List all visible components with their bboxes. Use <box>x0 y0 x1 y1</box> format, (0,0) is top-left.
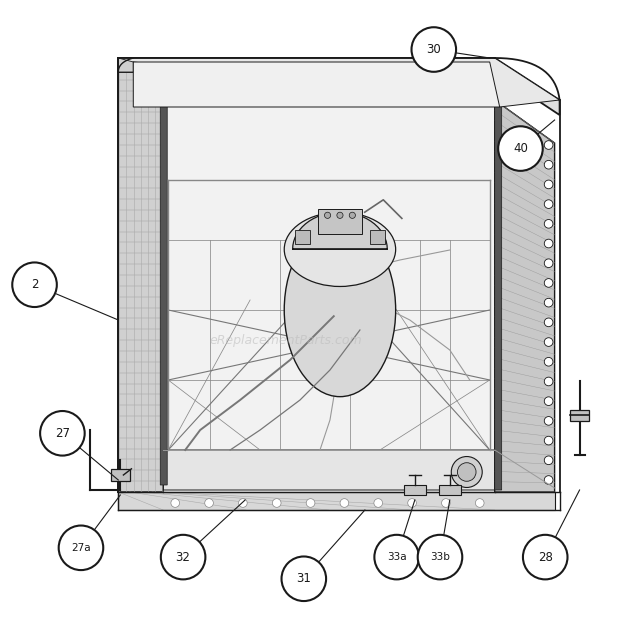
Circle shape <box>374 499 383 508</box>
Circle shape <box>544 220 553 228</box>
Polygon shape <box>118 58 133 72</box>
Polygon shape <box>118 58 560 107</box>
Bar <box>404 485 426 495</box>
Ellipse shape <box>284 223 396 397</box>
Text: 40: 40 <box>513 142 528 155</box>
Polygon shape <box>118 492 555 510</box>
Circle shape <box>544 259 553 267</box>
Circle shape <box>374 535 419 579</box>
Circle shape <box>544 417 553 425</box>
Circle shape <box>544 298 553 307</box>
Text: 28: 28 <box>538 550 552 564</box>
Circle shape <box>12 262 57 307</box>
Bar <box>111 469 130 481</box>
Circle shape <box>40 411 85 456</box>
Text: 32: 32 <box>175 550 190 564</box>
Circle shape <box>408 499 417 508</box>
Circle shape <box>59 526 104 570</box>
Polygon shape <box>163 100 495 492</box>
Circle shape <box>544 279 553 287</box>
Circle shape <box>171 499 180 508</box>
Bar <box>295 230 310 245</box>
Circle shape <box>544 180 553 189</box>
Circle shape <box>458 463 476 482</box>
Circle shape <box>544 160 553 169</box>
Circle shape <box>441 499 450 508</box>
Polygon shape <box>118 58 163 492</box>
Bar <box>570 410 589 421</box>
Text: 30: 30 <box>427 43 441 56</box>
Circle shape <box>544 200 553 209</box>
Circle shape <box>418 535 463 579</box>
Circle shape <box>544 141 553 149</box>
Ellipse shape <box>284 212 396 287</box>
Polygon shape <box>160 58 167 485</box>
Text: 31: 31 <box>296 572 311 586</box>
Text: 2: 2 <box>31 278 38 292</box>
Circle shape <box>205 499 213 508</box>
Circle shape <box>544 456 553 465</box>
Bar <box>318 209 361 234</box>
Circle shape <box>281 556 326 601</box>
Circle shape <box>412 27 456 72</box>
Polygon shape <box>133 62 500 107</box>
Bar <box>370 230 384 245</box>
Circle shape <box>337 212 343 219</box>
Polygon shape <box>495 100 502 490</box>
Circle shape <box>544 377 553 386</box>
Circle shape <box>476 499 484 508</box>
Circle shape <box>544 475 553 484</box>
Text: 33b: 33b <box>430 552 450 562</box>
Polygon shape <box>293 212 388 249</box>
Circle shape <box>498 126 542 171</box>
Circle shape <box>306 499 315 508</box>
Circle shape <box>544 318 553 327</box>
Circle shape <box>161 535 205 579</box>
Text: 33a: 33a <box>387 552 407 562</box>
Polygon shape <box>163 100 555 143</box>
Polygon shape <box>495 100 555 492</box>
Polygon shape <box>118 58 560 115</box>
Polygon shape <box>495 100 555 492</box>
Text: eReplacementParts.com: eReplacementParts.com <box>209 334 361 347</box>
Text: 27a: 27a <box>71 543 91 553</box>
Circle shape <box>544 239 553 248</box>
Circle shape <box>349 212 355 219</box>
Circle shape <box>324 212 330 219</box>
Bar <box>438 485 461 495</box>
Circle shape <box>544 338 553 347</box>
Circle shape <box>544 436 553 445</box>
Circle shape <box>340 499 348 508</box>
Circle shape <box>451 457 482 488</box>
Circle shape <box>523 535 567 579</box>
Polygon shape <box>163 450 555 490</box>
Circle shape <box>544 357 553 366</box>
Text: 27: 27 <box>55 426 70 440</box>
Circle shape <box>544 397 553 405</box>
Circle shape <box>272 499 281 508</box>
Circle shape <box>239 499 247 508</box>
